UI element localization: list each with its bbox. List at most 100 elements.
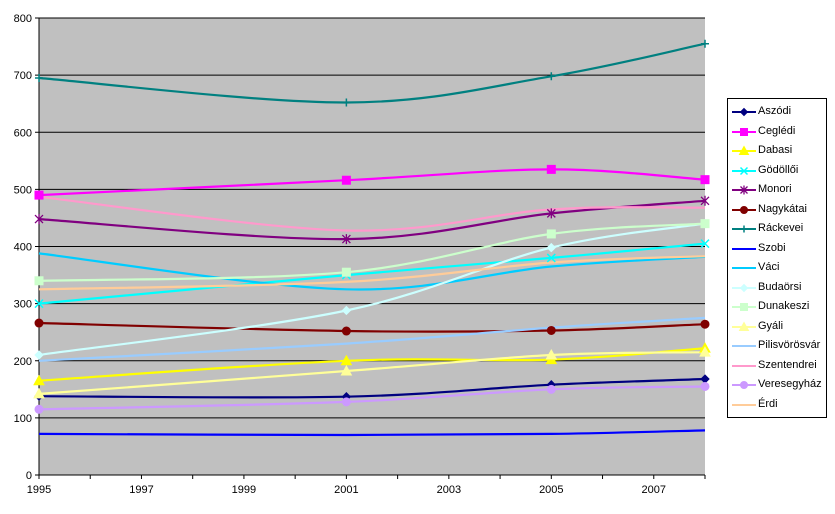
legend-label: Aszódi <box>758 105 792 117</box>
series-line-szobi <box>38 429 706 437</box>
data-point-rackevei-1995 <box>35 73 43 82</box>
legend-label: Gödöllői <box>758 163 799 176</box>
legend-item-nagykatai: Nagykátai <box>728 200 826 219</box>
y-tick-label: 0 <box>26 470 32 482</box>
series-line-nagykatai <box>38 321 706 333</box>
legend-swatch <box>732 225 756 233</box>
y-tick-label: 600 <box>14 127 32 139</box>
legend-swatch <box>732 247 756 250</box>
legend-swatch-marker <box>738 320 750 331</box>
legend-label: Gyáli <box>758 319 784 332</box>
data-point-dunakeszi-1995 <box>34 276 44 286</box>
legend-swatch <box>732 283 756 292</box>
legend-item-godolloi: Gödöllői <box>728 161 826 180</box>
data-point-budaorsi-2005 <box>546 242 557 253</box>
legend-label: Ceglédi <box>758 124 796 137</box>
legend-item-rackevei: Ráckevei <box>728 219 826 238</box>
legend-swatch <box>732 205 756 214</box>
series-line-erdi <box>38 255 706 291</box>
series-line-vaci <box>38 252 706 291</box>
data-point-dabasi-2001 <box>340 354 353 366</box>
legend-swatch-marker <box>740 225 748 233</box>
x-tick-label: 1997 <box>129 484 153 496</box>
data-point-monori-2005 <box>546 208 556 219</box>
data-point-dunakeszi-2008 <box>700 219 710 229</box>
legend-swatch <box>732 127 756 136</box>
y-tick-label: 200 <box>14 356 32 368</box>
legend-item-vaci: Váci <box>728 258 826 277</box>
legend-swatch <box>732 303 756 311</box>
x-tick-label: 2005 <box>539 484 563 496</box>
legend-label: Budaörsi <box>758 280 802 293</box>
y-tick-label: 800 <box>14 13 32 25</box>
legend-swatch <box>732 381 756 389</box>
legend-item-dabasi: Dabasi <box>728 141 826 160</box>
series-lines <box>38 42 706 437</box>
legend-label: Ráckevei <box>758 222 804 234</box>
legend-swatch <box>732 403 756 406</box>
legend-item-dunakeszi: Dunakeszi <box>728 297 826 316</box>
legend-swatch <box>732 364 756 367</box>
legend-swatch-marker <box>740 205 748 214</box>
data-point-dunakeszi-2005 <box>546 229 556 239</box>
legend-item-pilisvorosvar: Pilisvörösvár <box>728 336 826 355</box>
legend-label: Váci <box>758 261 780 273</box>
legend-swatch-marker <box>740 381 748 389</box>
series-line-budaorsi <box>38 222 706 357</box>
y-tick-label: 500 <box>14 184 32 196</box>
legend-swatch-marker <box>738 145 750 155</box>
legend-label: Szobi <box>758 241 786 254</box>
data-point-veresegyhaz-1995 <box>34 404 44 414</box>
legend-swatch-marker <box>739 283 749 292</box>
x-tick-label: 1995 <box>27 484 51 496</box>
series-line-rackevei <box>38 42 706 104</box>
x-tick-label: 1999 <box>232 484 256 496</box>
legend-label: Veresegyház <box>758 378 822 390</box>
legend-label: Monori <box>758 183 792 195</box>
legend: Aszódi Ceglédi Dabasi Gödöllői Monori Nagykát… <box>727 98 827 418</box>
data-point-budaorsi-2001 <box>341 305 352 316</box>
legend-swatch <box>732 345 756 347</box>
data-point-monori-2001 <box>341 234 351 245</box>
legend-swatch-marker <box>739 166 749 175</box>
data-point-dabasi-1995 <box>33 374 45 386</box>
legend-swatch <box>732 166 756 175</box>
data-point-gyali-2008 <box>699 346 711 357</box>
legend-item-szobi: Szobi <box>728 239 826 258</box>
data-point-nagykatai-2008 <box>700 319 710 329</box>
data-point-veresegyhaz-2008 <box>700 381 710 391</box>
legend-label: Szentendrei <box>758 358 817 371</box>
data-point-cegledi-2008 <box>700 175 710 185</box>
legend-item-szentendrei: Szentendrei <box>728 356 826 375</box>
legend-item-aszodi: Aszódi <box>728 102 826 121</box>
y-tick-label: 300 <box>14 299 32 311</box>
series-line-cegledi <box>38 168 706 197</box>
data-point-veresegyhaz-2005 <box>546 384 556 394</box>
data-point-budaorsi-1995 <box>34 350 44 360</box>
legend-swatch <box>732 185 756 195</box>
legend-label: Nagykátai <box>758 202 807 215</box>
legend-item-cegledi: Ceglédi <box>728 122 826 141</box>
y-tick-label: 400 <box>14 242 32 254</box>
data-point-nagykatai-2001 <box>341 326 351 336</box>
legend-item-monori: Monori <box>728 180 826 199</box>
legend-swatch-marker <box>739 107 749 117</box>
x-tick-label: 2007 <box>642 484 666 496</box>
series-line-dabasi <box>38 347 706 382</box>
data-point-nagykatai-2005 <box>546 325 556 335</box>
data-point-cegledi-1995 <box>34 190 44 200</box>
x-tick-label: 2003 <box>437 484 461 496</box>
series-line-aszodi <box>38 377 706 399</box>
data-point-rackevei-2008 <box>701 39 709 48</box>
data-point-rackevei-2005 <box>547 72 556 81</box>
y-tick-label: 100 <box>14 413 32 425</box>
data-point-veresegyhaz-2001 <box>341 397 351 407</box>
legend-swatch-marker <box>740 127 748 136</box>
legend-label: Dabasi <box>758 144 793 156</box>
x-tick-label: 2001 <box>334 484 358 496</box>
legend-swatch <box>732 267 756 269</box>
data-point-godolloi-2005 <box>546 253 556 263</box>
series-line-szentendrei <box>38 195 706 232</box>
